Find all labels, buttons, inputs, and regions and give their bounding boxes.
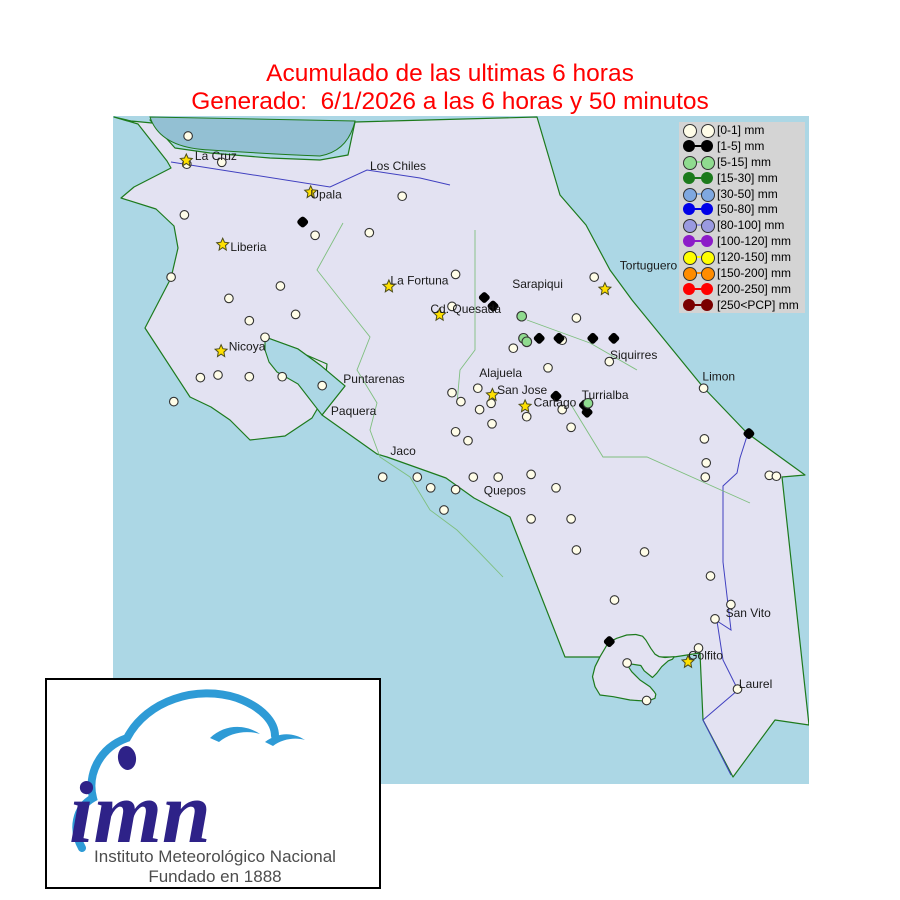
svg-text:Sarapiqui: Sarapiqui [512,277,563,291]
svg-text:Puntarenas: Puntarenas [343,372,404,386]
svg-text:La Fortuna: La Fortuna [390,274,448,288]
svg-text:Paquera: Paquera [331,404,377,418]
svg-text:Jaco: Jaco [390,444,416,458]
svg-text:Liberia: Liberia [230,240,266,254]
svg-text:Golfito: Golfito [688,649,723,663]
svg-text:Cd. Quesada: Cd. Quesada [430,302,501,316]
svg-text:Nicoya: Nicoya [229,339,266,353]
svg-text:Limon: Limon [702,370,735,384]
svg-text:San Vito: San Vito [726,606,771,620]
svg-text:Tortuguero: Tortuguero [620,258,678,272]
svg-text:Instituto Meteorológico Nacion: Instituto Meteorológico Nacional [94,847,336,866]
svg-text:Quepos: Quepos [484,483,526,497]
svg-text:Cartago: Cartago [534,395,577,409]
svg-text:Turrialba: Turrialba [582,388,629,402]
svg-text:La Cruz: La Cruz [195,149,237,163]
svg-text:Upala: Upala [310,187,342,201]
svg-text:Alajuela: Alajuela [479,366,522,380]
svg-text:Siquirres: Siquirres [610,348,657,362]
svg-text:Los Chiles: Los Chiles [370,159,426,173]
svg-text:Fundado en 1888: Fundado en 1888 [148,867,281,886]
svg-text:Laurel: Laurel [739,677,772,691]
